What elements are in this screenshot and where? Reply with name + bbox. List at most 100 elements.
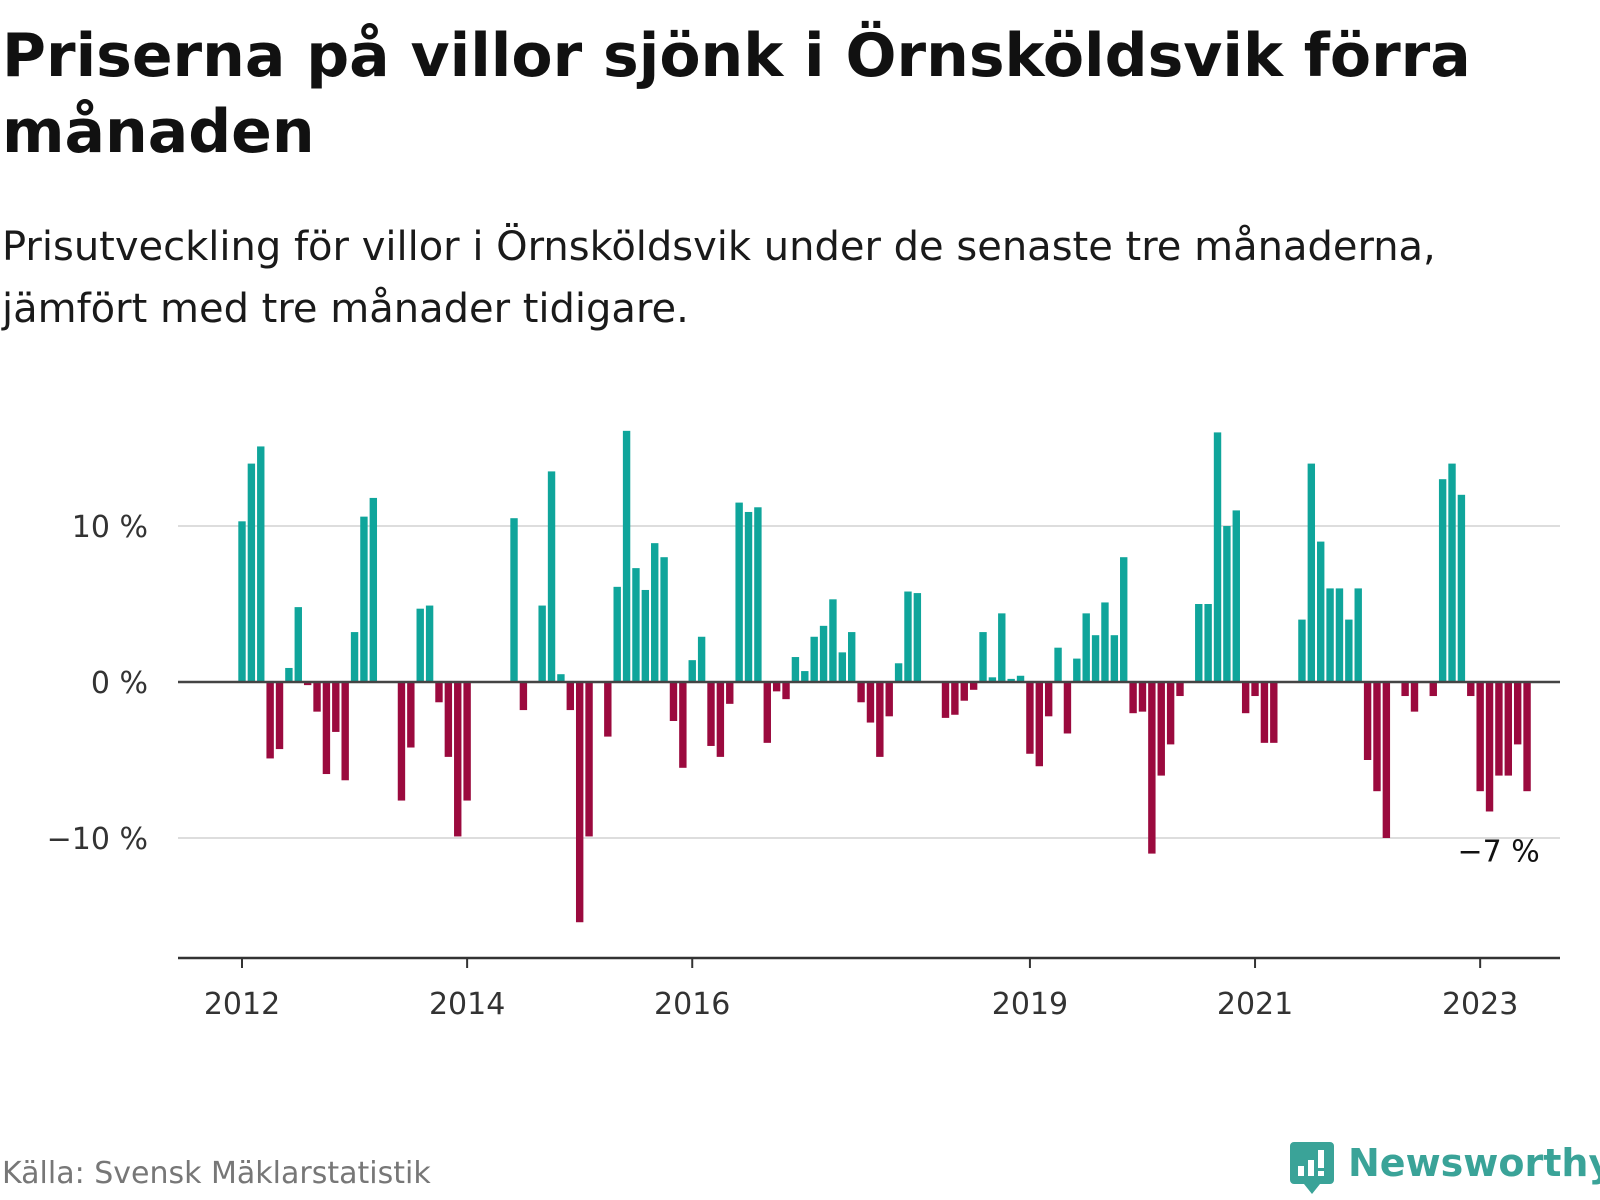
bar	[969, 682, 978, 690]
bar	[1345, 619, 1353, 682]
bar	[1410, 682, 1419, 712]
bar	[951, 682, 959, 715]
chart-subtitle: Prisutveckling för villor i Örnsköldsvik…	[2, 224, 1436, 332]
bar	[566, 682, 574, 711]
bar	[1082, 613, 1090, 682]
bar	[585, 682, 593, 837]
bar	[454, 682, 462, 837]
bar	[257, 446, 265, 682]
bar	[1101, 602, 1109, 682]
bar	[819, 625, 828, 682]
brand-logo: Newsworthy	[1288, 1138, 1600, 1198]
bar	[538, 605, 546, 682]
bar-chart: 10 % 0 % −10 % 2012 2014 2016 2019 2021 2023 −7 %	[47, 430, 1560, 1022]
bar	[1007, 678, 1015, 682]
bar	[801, 671, 809, 682]
bar	[1251, 682, 1259, 697]
bar	[285, 667, 293, 682]
bar	[988, 677, 997, 682]
bar	[1044, 682, 1053, 717]
bar	[772, 682, 781, 692]
bar	[1157, 682, 1165, 776]
bar	[1335, 588, 1344, 682]
bars	[238, 430, 1531, 923]
bar	[1270, 682, 1278, 743]
bar	[1382, 682, 1391, 838]
bar	[913, 593, 922, 682]
bar	[885, 682, 893, 717]
bar	[894, 663, 903, 682]
bar	[1317, 541, 1325, 682]
bar	[1166, 682, 1175, 745]
bar	[1035, 682, 1043, 767]
bar	[1298, 619, 1306, 682]
bar	[1260, 682, 1269, 743]
y-tick-label: 10 %	[72, 510, 148, 545]
bar	[1129, 682, 1137, 714]
bar	[1513, 682, 1522, 745]
bar	[1373, 682, 1381, 792]
bar	[1176, 682, 1184, 697]
bar	[726, 682, 734, 704]
source-note: Källa: Svensk Mäklarstatistik	[2, 1156, 431, 1191]
bar	[829, 599, 837, 682]
bar	[1110, 635, 1119, 682]
bar	[641, 589, 650, 682]
bar	[866, 682, 875, 723]
y-tick-label: 0 %	[91, 666, 148, 701]
bar	[838, 652, 847, 682]
bar	[876, 682, 884, 757]
bar	[1138, 682, 1147, 712]
bar	[622, 430, 631, 682]
bar	[1438, 479, 1447, 682]
bar	[679, 682, 687, 768]
bar	[313, 682, 321, 712]
chart-title: Priserna på villor sjönk i Örnsköldsvik …	[2, 21, 1471, 167]
bar	[463, 682, 471, 801]
grid-lines	[178, 525, 1560, 839]
bar	[332, 682, 340, 732]
bar	[303, 682, 312, 686]
axes	[178, 680, 1560, 968]
bar	[397, 682, 406, 801]
bar	[697, 636, 706, 682]
x-tick-label: 2014	[429, 987, 505, 1022]
tick-labels: 10 % 0 % −10 % 2012 2014 2016 2019 2021 2023 −7 %	[47, 510, 1540, 1022]
bar	[1363, 682, 1372, 760]
bar	[791, 657, 800, 682]
bar	[1504, 682, 1512, 776]
bar	[1523, 682, 1531, 792]
bar	[1223, 526, 1231, 682]
bar	[1026, 682, 1034, 754]
bar	[604, 682, 612, 737]
bar	[519, 682, 528, 711]
bar	[1148, 682, 1156, 854]
y-tick-label: −10 %	[47, 822, 148, 857]
x-tick-label: 2021	[1217, 987, 1293, 1022]
bar	[1213, 432, 1222, 682]
bar	[763, 682, 771, 743]
bar	[1485, 682, 1494, 812]
newsworthy-icon	[1290, 1142, 1334, 1194]
bar	[1401, 682, 1409, 697]
bar	[1120, 557, 1128, 682]
bar	[960, 682, 968, 701]
bar	[435, 682, 443, 703]
bar	[1448, 463, 1456, 682]
bar	[266, 682, 274, 759]
bar	[369, 497, 378, 682]
bar	[416, 608, 424, 682]
bar	[1429, 682, 1437, 697]
bar	[1354, 588, 1362, 682]
bar	[444, 682, 453, 757]
bar	[238, 521, 246, 682]
bar	[322, 682, 331, 775]
bar	[979, 632, 987, 682]
bar	[660, 557, 668, 682]
bar	[341, 682, 349, 781]
bar	[754, 507, 762, 682]
bar	[707, 682, 715, 746]
bar	[848, 632, 856, 682]
bar	[350, 632, 359, 682]
bar	[716, 682, 725, 757]
